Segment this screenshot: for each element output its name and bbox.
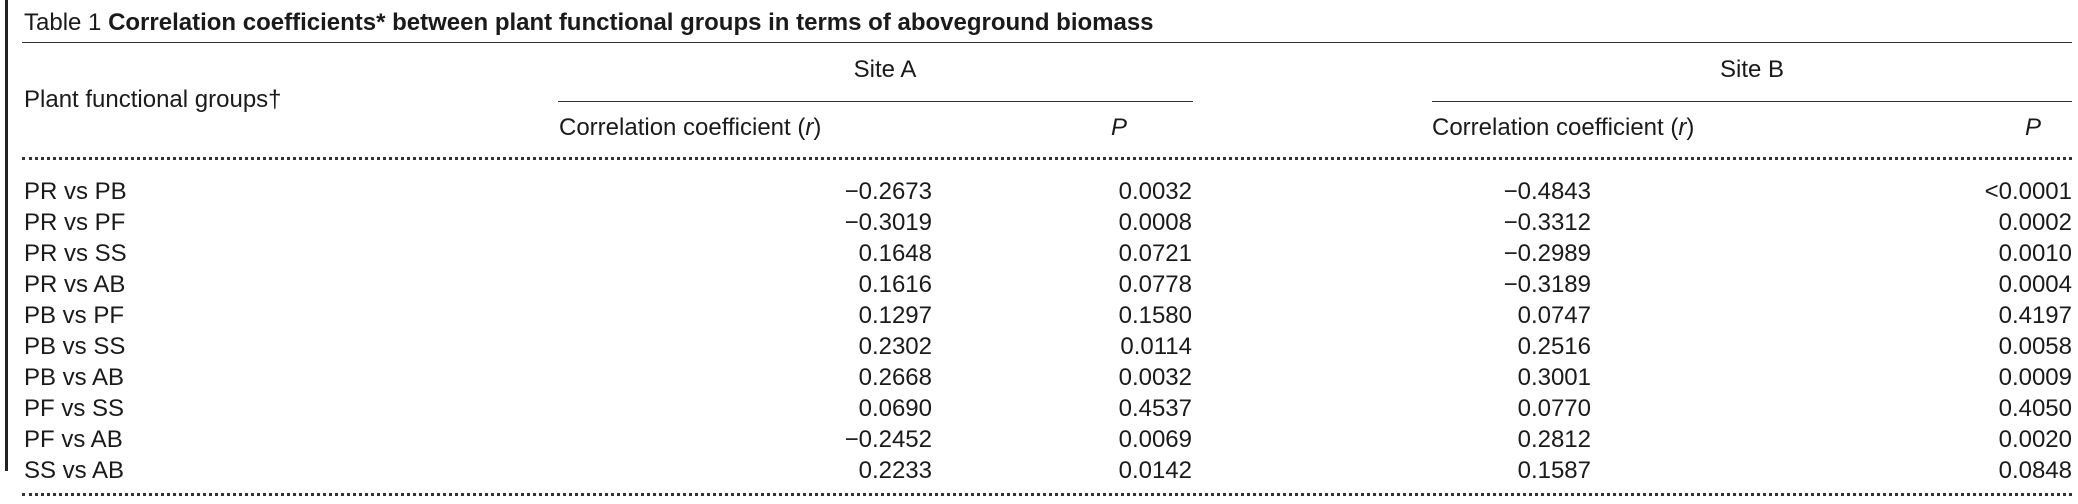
site-a-r-cell: 0.1616 [858, 271, 932, 298]
site-a-p-cell: 0.0114 [1120, 333, 1192, 360]
table-row: PR vs SS 0.1648 0.0721 −0.2989 0.0010 [22, 238, 2072, 269]
bottom-rule [22, 493, 2072, 496]
site-a-p-cell: 0.0778 [1118, 271, 1192, 298]
site-b-p-cell: 0.0058 [1998, 333, 2072, 360]
site-b-header: Site B [1719, 56, 1785, 83]
site-b-p-cell: 0.4050 [1998, 395, 2072, 422]
group-cell: PR vs AB [24, 271, 126, 298]
table-row: PB vs SS 0.2302 0.0114 0.2516 0.0058 [22, 331, 2072, 362]
site-a-r-cell: 0.2668 [858, 364, 932, 391]
site-b-r-cell: −0.4843 [1503, 178, 1591, 205]
site-b-r-cell: 0.3001 [1517, 364, 1591, 391]
site-b-p-cell: 0.4197 [1998, 302, 2072, 329]
table-row: PB vs AB 0.2668 0.0032 0.3001 0.0009 [22, 362, 2072, 393]
table-row: PF vs AB −0.2452 0.0069 0.2812 0.0020 [22, 424, 2072, 455]
site-a-r-cell: 0.0690 [858, 395, 932, 422]
site-a-p-cell: 0.0032 [1118, 364, 1192, 391]
group-cell: PF vs AB [24, 426, 123, 453]
site-a-r-cell: 0.2233 [858, 457, 932, 484]
group-cell: PB vs AB [24, 364, 125, 391]
table-row: PR vs AB 0.1616 0.0778 −0.3189 0.0004 [22, 269, 2072, 300]
site-b-p-cell: 0.0020 [1998, 426, 2072, 453]
top-rule [22, 42, 2072, 43]
site-a-rule [558, 101, 1193, 102]
site-a-p-cell: 0.4537 [1118, 395, 1192, 422]
site-a-r-cell: 0.2302 [858, 333, 932, 360]
site-b-p-cell: 0.0002 [1998, 209, 2072, 236]
site-b-p-cell: 0.0010 [1998, 240, 2072, 267]
site-b-r-cell: −0.2989 [1503, 240, 1591, 267]
left-margin-rule [5, 0, 8, 471]
group-cell: SS vs AB [24, 457, 125, 484]
site-b-p-cell: 0.0004 [1998, 271, 2072, 298]
site-b-r-cell: −0.3189 [1503, 271, 1591, 298]
table-caption: Table 1 Correlation coefficients* betwee… [24, 9, 1154, 37]
row-header: Plant functional groups† [24, 86, 282, 113]
group-cell: PR vs PF [24, 209, 126, 236]
site-b-r-cell: −0.3312 [1503, 209, 1591, 236]
site-a-p-cell: 0.0069 [1118, 426, 1192, 453]
site-a-p-header: P [1111, 114, 1128, 141]
site-b-rule [1432, 101, 2072, 102]
table-row: PR vs PF −0.3019 0.0008 −0.3312 0.0002 [22, 207, 2072, 238]
table-title: Correlation coefficients* between plant … [108, 9, 1154, 36]
site-a-r-cell: −0.3019 [844, 209, 932, 236]
table-row: PR vs PB −0.2673 0.0032 −0.4843 <0.0001 [22, 176, 2072, 207]
site-a-p-cell: 0.1580 [1118, 302, 1192, 329]
site-b-r-cell: 0.0770 [1517, 395, 1591, 422]
site-a-r-cell: −0.2452 [844, 426, 932, 453]
group-cell: PB vs PF [24, 302, 125, 329]
site-a-p-cell: 0.0032 [1118, 178, 1192, 205]
site-b-p-cell: <0.0001 [1984, 178, 2072, 205]
site-a-p-cell: 0.0721 [1118, 240, 1192, 267]
site-a-r-cell: 0.1297 [858, 302, 932, 329]
site-b-p-cell: 0.0009 [1998, 364, 2072, 391]
site-b-r-cell: 0.2516 [1517, 333, 1591, 360]
group-cell: PR vs SS [24, 240, 127, 267]
table-row: PB vs PF 0.1297 0.1580 0.0747 0.4197 [22, 300, 2072, 331]
site-a-p-cell: 0.0142 [1118, 457, 1192, 484]
site-b-r-header: Correlation coefficient (r) [1432, 114, 1695, 141]
site-a-r-cell: −0.2673 [844, 178, 932, 205]
site-a-p-cell: 0.0008 [1118, 209, 1192, 236]
site-b-r-cell: 0.2812 [1517, 426, 1591, 453]
header-divider [22, 157, 2072, 160]
group-cell: PB vs SS [24, 333, 126, 360]
site-a-r-cell: 0.1648 [858, 240, 932, 267]
site-b-p-cell: 0.0848 [1998, 457, 2072, 484]
site-b-p-header: P [2025, 114, 2042, 141]
site-a-r-header: Correlation coefficient (r) [559, 114, 822, 141]
site-b-r-cell: 0.0747 [1517, 302, 1591, 329]
table-row: PF vs SS 0.0690 0.4537 0.0770 0.4050 [22, 393, 2072, 424]
group-cell: PF vs SS [24, 395, 125, 422]
site-b-r-cell: 0.1587 [1517, 457, 1591, 484]
site-a-header: Site A [853, 56, 917, 83]
table-label: Table 1 [24, 9, 102, 36]
table-row: SS vs AB 0.2233 0.0142 0.1587 0.0848 [22, 455, 2072, 486]
group-cell: PR vs PB [24, 178, 127, 205]
